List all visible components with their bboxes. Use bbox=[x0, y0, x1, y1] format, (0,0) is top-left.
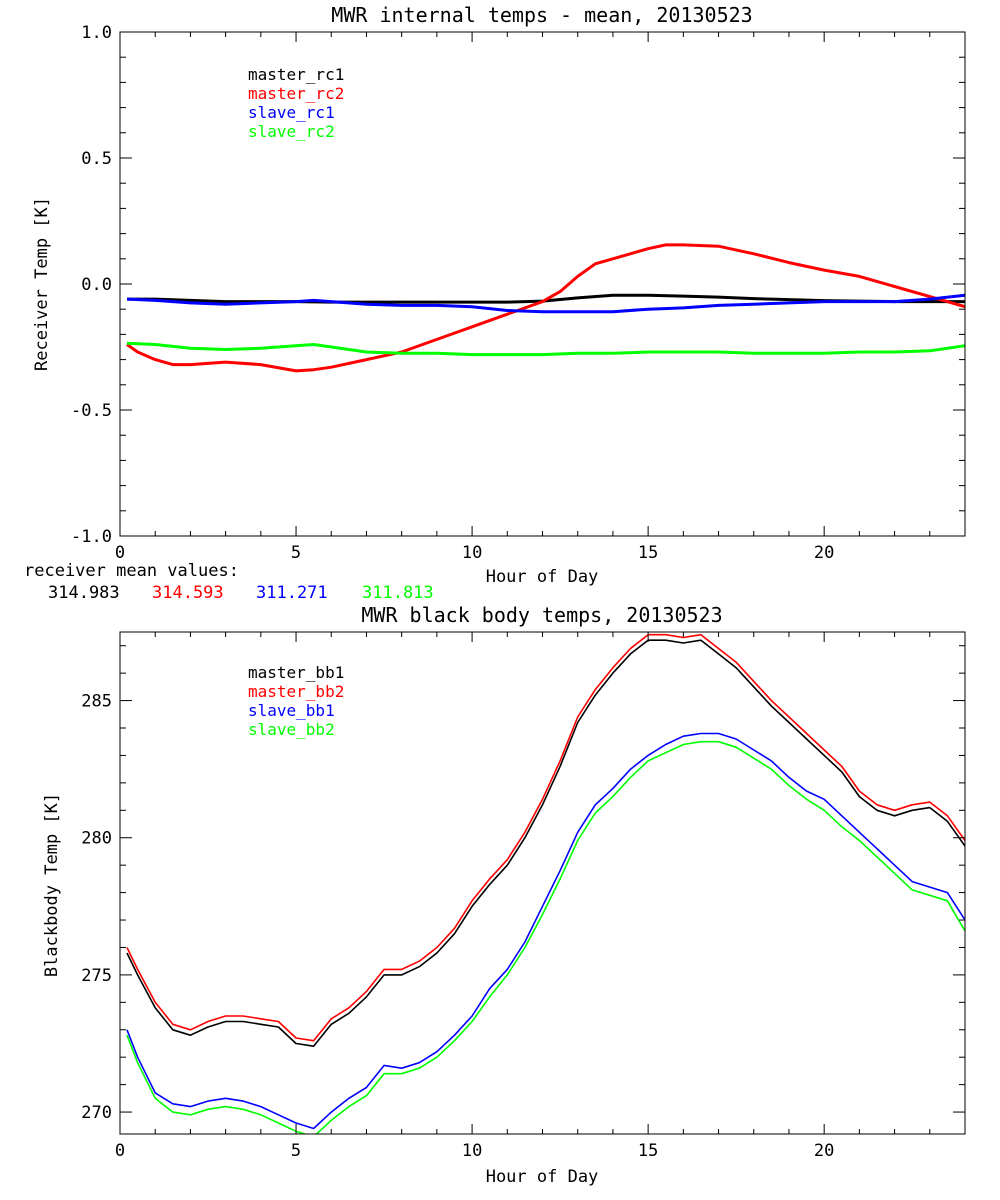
legend-entry-master-bb2: master_bb2 bbox=[248, 682, 344, 701]
y-tick-label: 280 bbox=[81, 829, 112, 849]
y-tick-label: 285 bbox=[81, 692, 112, 712]
series-line-slave-rc2 bbox=[126, 341, 965, 357]
x-axis-label: Hour of Day bbox=[486, 1167, 599, 1187]
plot-frame bbox=[119, 631, 966, 1135]
receiver-mean-value-slave-rc2: 311.813 bbox=[362, 583, 434, 603]
plot-frame bbox=[119, 31, 966, 537]
series-line-master-bb1 bbox=[126, 639, 965, 1047]
receiver-mean-value-slave-rc1: 311.271 bbox=[256, 583, 328, 603]
x-tick-label: 10 bbox=[462, 543, 482, 563]
internal-temps-chart: MWR internal temps - mean, 20130523 Rece… bbox=[32, 3, 966, 587]
receiver-mean-value-master-rc1: 314.983 bbox=[48, 583, 120, 603]
legend-entry-master-rc1: master_rc1 bbox=[248, 65, 344, 84]
x-tick-label: 15 bbox=[638, 543, 658, 563]
x-tick-label: 0 bbox=[115, 1141, 125, 1161]
blackbody-temps-chart: MWR black body temps, 20130523 Blackbody… bbox=[42, 603, 966, 1187]
legend-entry-master-bb1: master_bb1 bbox=[248, 663, 344, 682]
x-tick-label: 15 bbox=[638, 1141, 658, 1161]
x-tick-label: 5 bbox=[291, 1141, 301, 1161]
x-tick-label: 0 bbox=[115, 543, 125, 563]
chart-title: MWR internal temps - mean, 20130523 bbox=[331, 3, 752, 27]
series-group bbox=[126, 633, 965, 1134]
legend: master_rc1 master_rc2 slave_rc1 slave_rc… bbox=[248, 65, 344, 141]
x-axis-label: Hour of Day bbox=[486, 567, 599, 587]
legend-entry-slave-bb2: slave_bb2 bbox=[248, 720, 335, 739]
receiver-mean-value-master-rc2: 314.593 bbox=[152, 583, 224, 603]
chart-title: MWR black body temps, 20130523 bbox=[361, 603, 722, 627]
series-line-slave-bb2 bbox=[126, 740, 965, 1134]
y-tick-label: -1.0 bbox=[71, 527, 112, 547]
y-tick-label: -0.5 bbox=[71, 401, 112, 421]
x-tick-label: 20 bbox=[814, 543, 834, 563]
y-tick-label: 270 bbox=[81, 1103, 112, 1123]
y-axis-label: Receiver Temp [K] bbox=[32, 197, 52, 371]
x-tick-label: 5 bbox=[291, 543, 301, 563]
legend-entry-slave-bb1: slave_bb1 bbox=[248, 701, 335, 720]
legend-entry-slave-rc2: slave_rc2 bbox=[248, 122, 335, 141]
legend-entry-slave-rc1: slave_rc1 bbox=[248, 103, 335, 122]
y-tick-label: 1.0 bbox=[81, 23, 112, 43]
series-line-master-rc2 bbox=[126, 243, 965, 373]
receiver-mean-values: receiver mean values: 314.983 314.593 31… bbox=[24, 561, 434, 603]
legend-entry-master-rc2: master_rc2 bbox=[248, 84, 344, 103]
x-tick-label: 20 bbox=[814, 1141, 834, 1161]
receiver-mean-label: receiver mean values: bbox=[24, 561, 239, 581]
legend: master_bb1 master_bb2 slave_bb1 slave_bb… bbox=[248, 663, 344, 739]
y-axis-label: Blackbody Temp [K] bbox=[42, 793, 62, 977]
series-group bbox=[126, 243, 965, 373]
x-tick-label: 10 bbox=[462, 1141, 482, 1161]
y-tick-label: 275 bbox=[81, 966, 112, 986]
series-line-slave-bb1 bbox=[126, 732, 965, 1130]
series-line-master-bb2 bbox=[126, 633, 965, 1042]
y-tick-label: 0.5 bbox=[81, 149, 112, 169]
y-tick-label: 0.0 bbox=[81, 275, 112, 295]
series-line-slave-rc1 bbox=[126, 293, 965, 314]
